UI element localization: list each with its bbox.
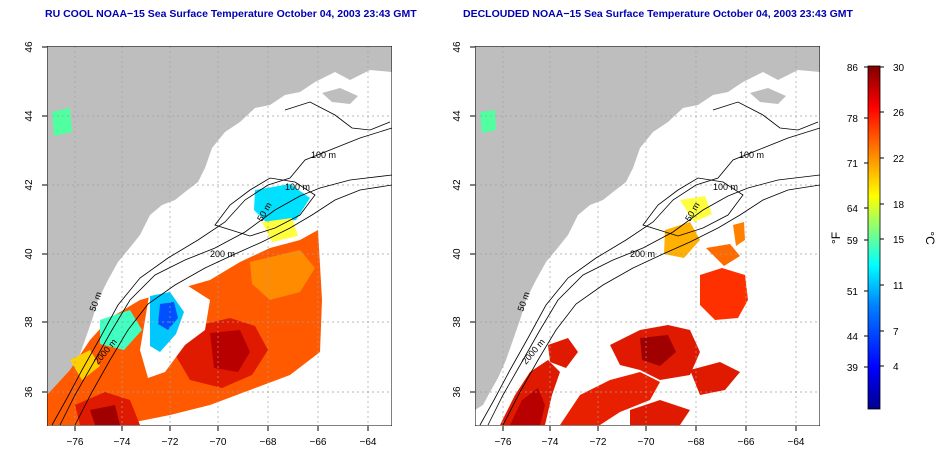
colorbar-f-label: 39 <box>847 363 859 374</box>
y-tick-label: 40 <box>452 248 463 260</box>
x-tick-label: −70 <box>210 437 227 448</box>
right-panel-title: DECLOUDED NOAA−15 Sea Surface Temperatur… <box>463 8 853 20</box>
colorbar-c-label: 26 <box>893 108 905 119</box>
colorbar-c-label: 4 <box>893 362 899 373</box>
colorbar-f-label: 64 <box>847 204 859 215</box>
contour-label: 100 m <box>285 182 310 192</box>
y-tick-label: 44 <box>24 110 35 122</box>
contour-label: 100 m <box>739 150 764 160</box>
fahrenheit-unit-label: °F <box>829 232 843 244</box>
colorbar-f-label: 86 <box>847 63 859 74</box>
colorbar-f-label: 44 <box>847 332 859 343</box>
colorbar-c-label: 15 <box>893 235 905 246</box>
x-tick-label: −66 <box>310 437 327 448</box>
contour-label: 100 m <box>713 182 738 192</box>
colorbar-f-label: 51 <box>847 287 859 298</box>
coastline-land <box>475 46 820 410</box>
grid-lines <box>475 46 820 426</box>
colorbar-c-label: 22 <box>893 154 905 165</box>
island-land <box>750 88 786 104</box>
contour-label: 200 m <box>630 249 655 259</box>
x-tick-label: −64 <box>788 437 805 448</box>
x-tick-label: −72 <box>590 437 607 448</box>
sst-field <box>480 110 748 425</box>
x-tick-label: −64 <box>360 437 377 448</box>
left-map-panel: 100 m 100 m 50 m 200 m 50 m 2000 m −76 −… <box>24 41 392 448</box>
x-tick-label: −72 <box>162 437 179 448</box>
y-tick-label: 44 <box>452 110 463 122</box>
left-panel-title: RU COOL NOAA−15 Sea Surface Temperature … <box>45 8 417 20</box>
colorbar-c-label: 11 <box>893 281 904 292</box>
x-tick-label: −76 <box>495 437 512 448</box>
x-tick-label: −74 <box>542 437 559 448</box>
y-tick-label: 46 <box>24 41 35 53</box>
right-map-panel: 100 m 100 m 50 m 200 m 50 m 2000 m −76 −… <box>452 41 820 448</box>
bathymetry-contours <box>51 101 392 426</box>
island-land <box>322 88 358 104</box>
contour-label: 200 m <box>210 249 235 259</box>
y-tick-label: 36 <box>452 386 463 398</box>
colorbar-c-label: 7 <box>893 327 899 338</box>
x-tick-label: −74 <box>114 437 131 448</box>
colorbar-f-label: 71 <box>847 159 859 170</box>
x-tick-label: −76 <box>67 437 84 448</box>
x-tick-label: −68 <box>688 437 705 448</box>
colorbar-c-label: 30 <box>893 63 905 74</box>
contour-label: 100 m <box>311 150 336 160</box>
x-tick-label: −68 <box>260 437 277 448</box>
coastline-land <box>47 46 392 410</box>
y-tick-label: 38 <box>452 316 463 328</box>
x-tick-label: −70 <box>638 437 655 448</box>
colorbar-gradient <box>867 65 881 410</box>
temperature-colorbar: 86 78 71 64 59 51 44 39 30 26 22 18 15 1… <box>829 63 937 410</box>
y-tick-label: 40 <box>24 248 35 260</box>
colorbar-f-label: 78 <box>847 114 859 125</box>
x-tick-label: −66 <box>738 437 755 448</box>
celsius-unit-label: °C <box>923 231 937 245</box>
y-tick-label: 42 <box>24 179 35 191</box>
y-tick-label: 36 <box>24 386 35 398</box>
sst-field <box>47 108 322 425</box>
bathymetry-contours <box>479 101 820 426</box>
grid-lines <box>47 46 392 426</box>
y-tick-label: 46 <box>452 41 463 53</box>
y-tick-label: 42 <box>452 179 463 191</box>
y-tick-label: 38 <box>24 316 35 328</box>
colorbar-c-label: 18 <box>893 200 905 211</box>
colorbar-f-label: 59 <box>847 236 859 247</box>
